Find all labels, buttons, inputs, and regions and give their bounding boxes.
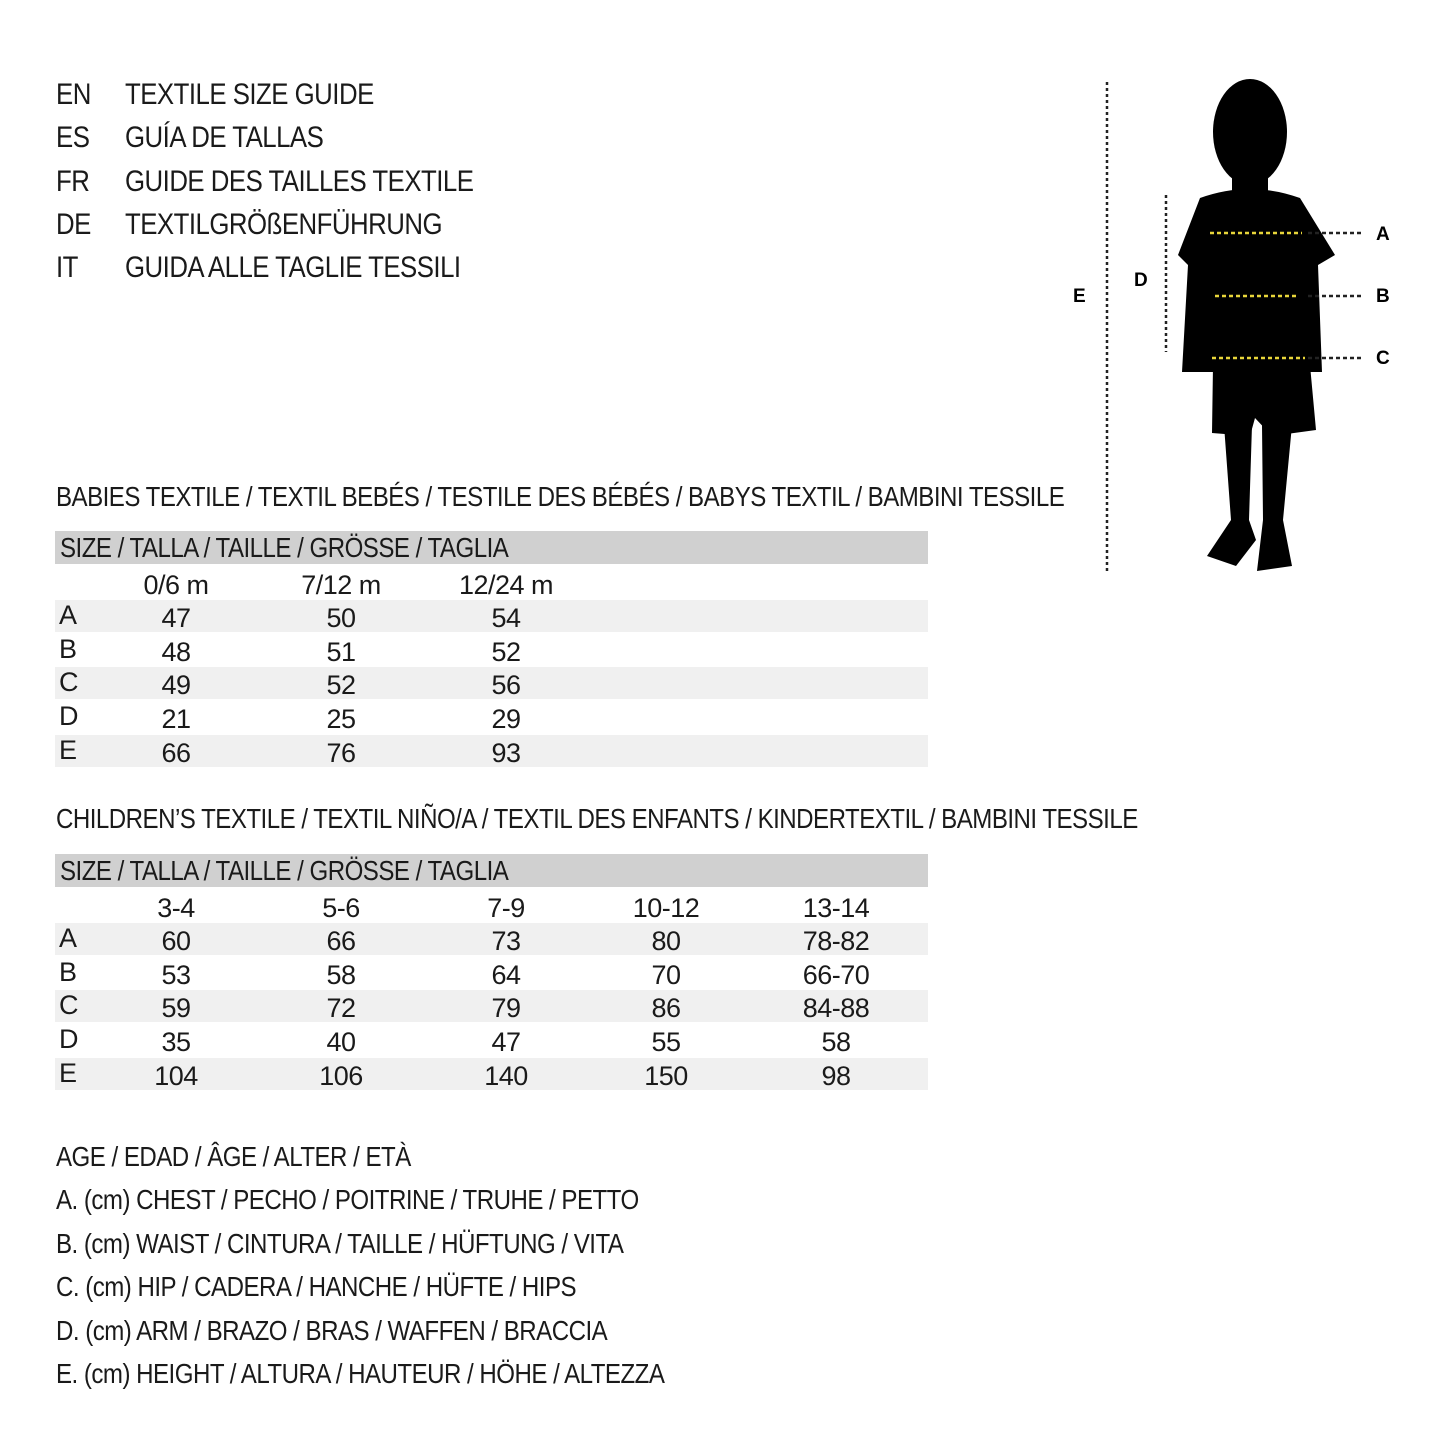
- label-a: A: [1376, 224, 1390, 245]
- table-cell: 76: [326, 737, 356, 768]
- legend-item: C. (cm) HIP / CADERA / HANCHE / HÜFTE / …: [56, 1271, 577, 1303]
- table-cell: 58: [821, 1027, 851, 1058]
- size-header-bar: [55, 854, 928, 887]
- language-code: DE: [56, 207, 91, 241]
- legend-item: AGE / EDAD / ÂGE / ALTER / ETÀ: [56, 1141, 411, 1172]
- row-shading: [55, 1057, 928, 1090]
- column-header: 7/12 m: [301, 570, 381, 600]
- row-label: A: [59, 923, 78, 953]
- size-header-bar: [55, 531, 928, 564]
- label-e: E: [1073, 286, 1086, 307]
- row-shading: [55, 990, 928, 1023]
- table-cell: 47: [491, 1027, 521, 1058]
- table-cell: 21: [161, 704, 191, 735]
- row-label: A: [59, 600, 78, 630]
- table-cell: 49: [161, 670, 191, 701]
- table-cell: 93: [491, 737, 521, 768]
- babies-heading: BABIES TEXTILE / TEXTIL BEBÉS / TESTILE …: [56, 481, 1065, 512]
- table-cell: 58: [326, 959, 356, 990]
- child-silhouette-figure: E D A B C: [1073, 79, 1390, 572]
- language-code: EN: [56, 78, 91, 111]
- table-cell: 72: [326, 993, 356, 1024]
- table-cell: 51: [326, 636, 356, 667]
- row-label: B: [59, 633, 78, 664]
- column-header: 10-12: [632, 893, 700, 923]
- row-shading: [55, 734, 928, 767]
- language-code: IT: [56, 251, 78, 285]
- row-label: D: [59, 1024, 79, 1055]
- column-header: 12/24 m: [458, 570, 554, 600]
- label-c: C: [1376, 348, 1390, 369]
- row-label: D: [59, 701, 79, 732]
- row-label: C: [59, 990, 79, 1021]
- column-header: 7-9: [487, 893, 525, 923]
- table-cell: 25: [326, 704, 356, 735]
- size-header: SIZE / TALLA / TAILLE / GRÖSSE / TAGLIA: [60, 532, 509, 563]
- table-cell: 106: [319, 1060, 363, 1091]
- language-code: FR: [56, 164, 90, 198]
- table-cell: 66: [161, 737, 191, 768]
- table-cell: 52: [326, 670, 356, 701]
- column-header: 3-4: [157, 893, 195, 923]
- table-cell: 140: [484, 1060, 528, 1091]
- table-cell: 98: [821, 1060, 851, 1091]
- label-b: B: [1376, 286, 1390, 307]
- guide-title: GUIDE DES TAILLES TEXTILE: [125, 164, 474, 198]
- table-cell: 84-88: [802, 993, 870, 1024]
- row-label: E: [59, 1057, 78, 1088]
- size-header: SIZE / TALLA / TAILLE / GRÖSSE / TAGLIA: [60, 855, 509, 886]
- table-cell: 52: [491, 636, 521, 667]
- table-cell: 60: [161, 926, 191, 956]
- legend-item: D. (cm) ARM / BRAZO / BRAS / WAFFEN / BR…: [56, 1314, 608, 1346]
- table-cell: 64: [491, 959, 521, 990]
- table-cell: 73: [491, 926, 521, 956]
- table-cell: 48: [161, 636, 191, 667]
- table-cell: 79: [491, 993, 521, 1024]
- row-shading: [55, 923, 928, 955]
- table-cell: 104: [154, 1060, 198, 1091]
- table-cell: 54: [491, 603, 521, 633]
- table-cell: 66: [326, 926, 356, 956]
- table-cell: 70: [651, 959, 681, 990]
- table-cell: 53: [161, 959, 191, 990]
- table-cell: 78-82: [802, 926, 870, 956]
- row-label: E: [59, 734, 78, 765]
- label-d: D: [1134, 270, 1148, 291]
- guide-title: TEXTILGRÖßENFÜHRUNG: [125, 207, 443, 241]
- row-label: B: [59, 956, 78, 987]
- table-cell: 150: [644, 1060, 688, 1091]
- row-shading: [55, 667, 928, 700]
- table-cell: 66-70: [802, 959, 870, 990]
- table-cell: 55: [651, 1027, 681, 1058]
- column-header: 13-14: [802, 893, 870, 923]
- table-cell: 40: [326, 1027, 356, 1058]
- table-cell: 29: [491, 704, 521, 735]
- column-header: 5-6: [322, 893, 360, 923]
- table-cell: 50: [326, 603, 356, 633]
- row-label: C: [59, 667, 79, 698]
- table-cell: 35: [161, 1027, 191, 1058]
- silhouette: [1178, 79, 1335, 571]
- guide-title: GUÍA DE TALLAS: [125, 121, 324, 155]
- language-code: ES: [56, 121, 90, 155]
- guide-title: TEXTILE SIZE GUIDE: [125, 78, 374, 111]
- table-cell: 56: [491, 670, 521, 701]
- legend-item: A. (cm) CHEST / PECHO / POITRINE / TRUHE…: [56, 1184, 639, 1216]
- table-cell: 86: [651, 993, 681, 1024]
- legend-item: B. (cm) WAIST / CINTURA / TAILLE / HÜFTU…: [56, 1227, 624, 1259]
- column-header: 0/6 m: [143, 570, 209, 600]
- row-shading: [55, 600, 928, 632]
- children-heading: CHILDREN’S TEXTILE / TEXTIL NIÑO/A / TEX…: [56, 803, 1138, 834]
- guide-title: GUIDA ALLE TAGLIE TESSILI: [125, 251, 461, 285]
- table-cell: 59: [161, 993, 191, 1024]
- table-cell: 80: [651, 926, 681, 956]
- legend-item: E. (cm) HEIGHT / ALTURA / HAUTEUR / HÖHE…: [56, 1358, 665, 1389]
- table-cell: 47: [161, 603, 191, 633]
